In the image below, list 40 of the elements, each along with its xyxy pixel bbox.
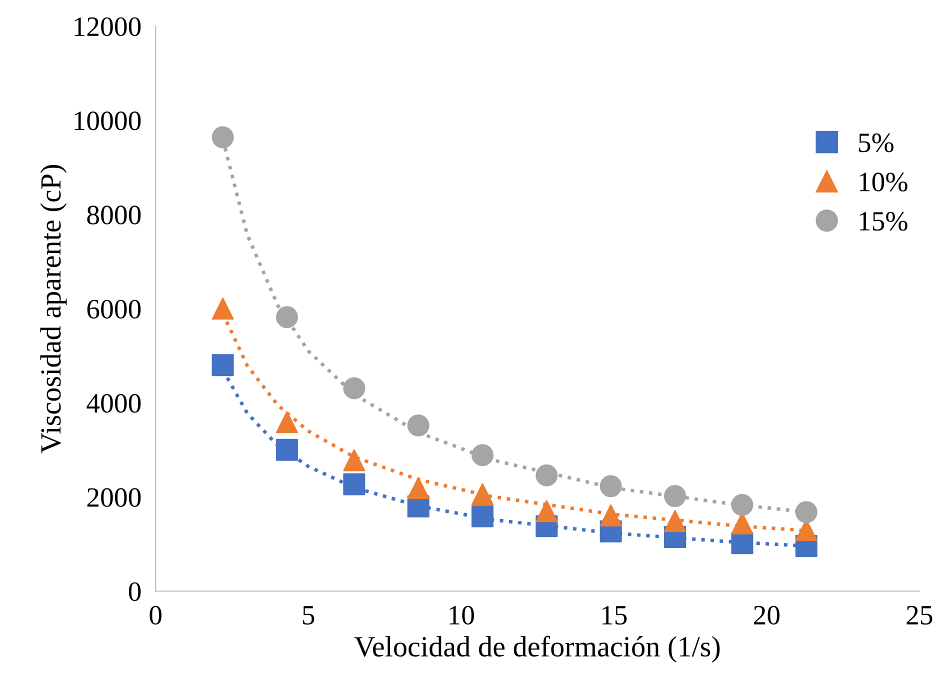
y-tick-label: 8000 (87, 206, 141, 224)
x-tick-label: 20 (754, 606, 780, 625)
y-tick-label: 6000 (87, 300, 141, 319)
point (276, 306, 298, 328)
x-tick-label: 25 (906, 606, 932, 625)
legend-label: 15% (860, 212, 908, 231)
point (664, 485, 686, 508)
point (472, 444, 494, 466)
y-tick-label: 2000 (87, 488, 141, 507)
point (276, 438, 298, 461)
point (664, 510, 686, 532)
point (276, 411, 298, 434)
point (472, 505, 494, 528)
legend-label: 10% (860, 172, 908, 192)
point (343, 377, 366, 400)
legend-label: 5% (859, 133, 894, 152)
y-tick-label: 0 (128, 582, 141, 602)
point (407, 477, 430, 500)
y-tick-label: 12000 (74, 17, 141, 36)
y-tick-label: 4000 (86, 394, 141, 413)
point (600, 475, 622, 498)
x-tick-label: 15 (602, 606, 627, 625)
point (212, 298, 234, 320)
point (343, 449, 366, 472)
point (212, 126, 234, 148)
x-tick-label: 10 (450, 606, 474, 625)
point (536, 500, 558, 522)
point (343, 473, 366, 496)
y-tick-label: 10000 (74, 112, 141, 130)
point (407, 414, 430, 436)
point (472, 483, 494, 506)
point (731, 494, 754, 516)
point (795, 501, 818, 524)
point (536, 464, 558, 486)
point (600, 504, 622, 526)
point (212, 354, 234, 376)
x-tick-label: 5 (303, 606, 314, 625)
x-axis-title: Velocidad de deformación (1/s) (354, 636, 720, 663)
y-axis-title: Viscosidad aparente (cP) (40, 165, 67, 454)
x-tick-label: 0 (150, 606, 162, 625)
